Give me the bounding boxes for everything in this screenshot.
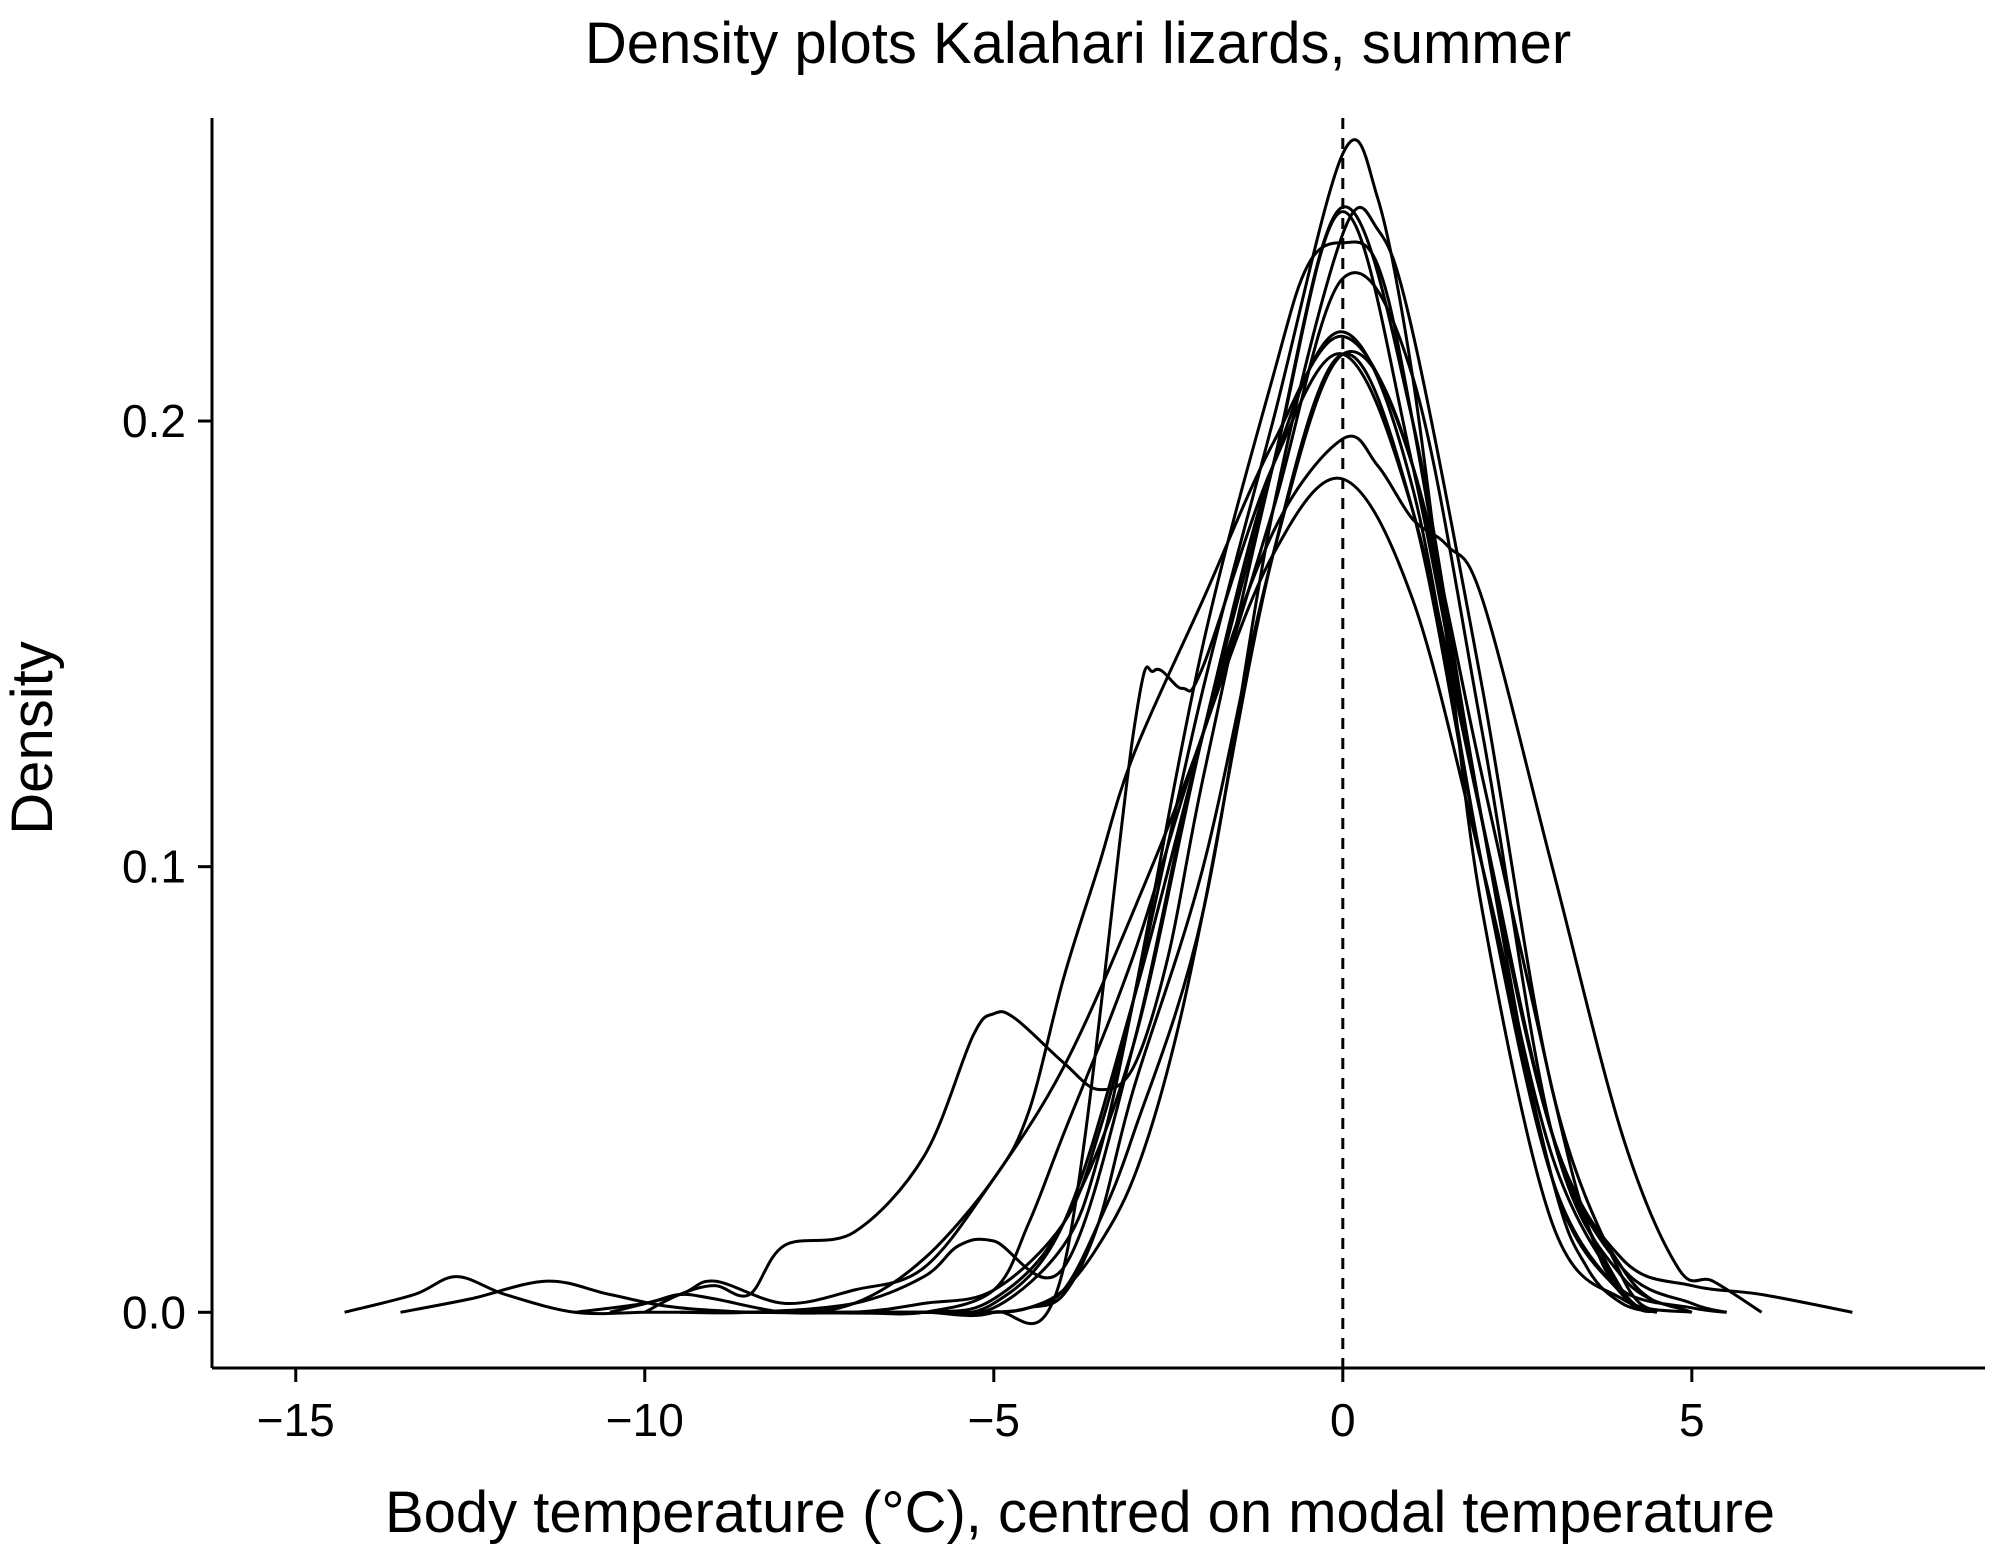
density-line-8 <box>784 476 1658 1316</box>
x-axis-ticks: −15 −10 −5 0 5 <box>257 1368 1705 1446</box>
x-tick-label: 0 <box>1330 1394 1356 1446</box>
x-axis-label: Body temperature (°C), centred on modal … <box>385 1480 1775 1545</box>
y-axis-ticks: 0.0 0.1 0.2 <box>122 395 212 1338</box>
y-axis-label: Density <box>0 641 65 834</box>
chart-title: Density plots Kalahari lizards, summer <box>585 11 1571 76</box>
y-tick-label: 0.1 <box>122 841 186 893</box>
density-line-3 <box>574 352 1728 1325</box>
density-line-10 <box>784 330 1658 1315</box>
x-tick-label: −5 <box>968 1394 1020 1446</box>
y-tick-label: 0.2 <box>122 395 186 447</box>
density-line-7 <box>749 138 1693 1315</box>
x-tick-label: −10 <box>606 1394 684 1446</box>
x-tick-label: 5 <box>1679 1394 1705 1446</box>
density-line-4 <box>644 205 1658 1314</box>
density-line-13 <box>923 352 1658 1315</box>
density-line-6 <box>679 434 1763 1315</box>
density-line-5 <box>609 271 1693 1314</box>
density-lines <box>344 138 1853 1325</box>
x-tick-label: −15 <box>257 1394 335 1446</box>
y-tick-label: 0.0 <box>122 1286 186 1338</box>
density-line-9 <box>784 240 1658 1316</box>
density-line-2 <box>400 334 1727 1314</box>
